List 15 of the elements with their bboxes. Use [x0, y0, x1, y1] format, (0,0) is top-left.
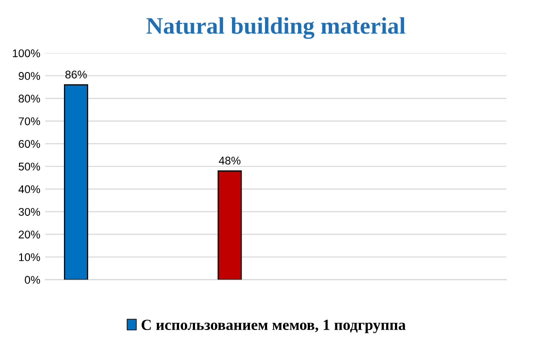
data-label: 48% [218, 156, 240, 165]
y-tick-label: 10% [19, 253, 40, 262]
y-tick-label: 90% [18, 72, 40, 80]
y-tick-label: 0% [24, 276, 40, 284]
y-tick-label: 60% [18, 140, 40, 148]
y-tick-label: 40% [18, 185, 40, 194]
y-tick-label: 50% [18, 162, 40, 171]
y-tick-label: 70% [18, 117, 40, 126]
y-tick-label: 80% [18, 94, 40, 103]
data-label: 86% [65, 70, 87, 78]
y-tick-label: 100% [12, 49, 40, 58]
legend-label: С использованием мемов, 1 подгруппа [142, 320, 406, 334]
chart-title: Natural building material [146, 17, 406, 39]
y-tick-label: 20% [18, 230, 40, 238]
y-tick-label: 30% [18, 208, 40, 216]
